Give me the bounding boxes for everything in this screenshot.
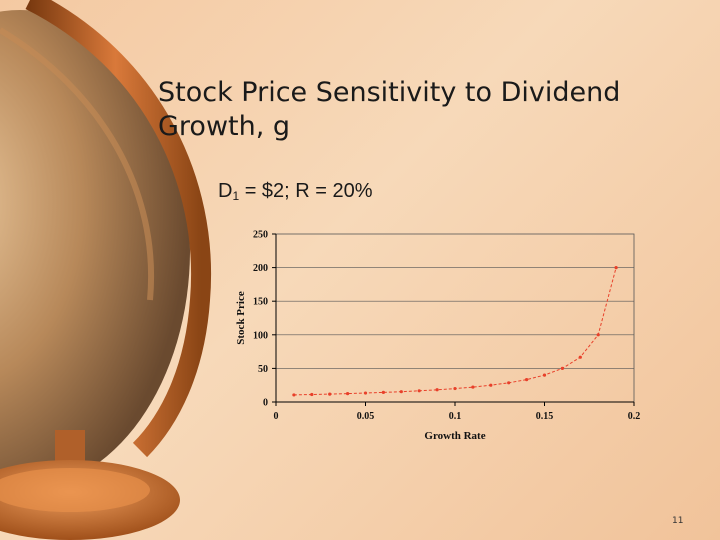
data-point bbox=[399, 390, 403, 394]
data-point bbox=[346, 392, 350, 396]
data-point bbox=[435, 388, 439, 392]
data-point bbox=[560, 366, 564, 370]
chart-subtitle: D1 = $2; R = 20% bbox=[218, 180, 373, 203]
data-point bbox=[596, 333, 600, 337]
series-line bbox=[293, 267, 617, 396]
data-point bbox=[471, 385, 475, 389]
subtitle-subscript: 1 bbox=[232, 189, 240, 203]
subtitle-rest: = $2; R = 20% bbox=[239, 180, 373, 202]
slide-title: Stock Price Sensitivity to Dividend Grow… bbox=[158, 77, 621, 142]
data-point bbox=[542, 373, 547, 377]
data-point bbox=[363, 391, 368, 395]
x-axis-label: Growth Rate bbox=[424, 430, 485, 442]
data-point bbox=[292, 393, 296, 397]
data-point bbox=[328, 392, 332, 396]
data-point bbox=[507, 381, 511, 385]
x-tick-label: 0.05 bbox=[357, 411, 375, 422]
data-point bbox=[310, 392, 314, 397]
y-tick-label: 100 bbox=[253, 330, 268, 341]
globe-decoration bbox=[0, 0, 211, 540]
page-number: 11 bbox=[672, 516, 684, 526]
y-tick-label: 250 bbox=[253, 230, 268, 241]
y-tick-label: 0 bbox=[263, 398, 268, 409]
data-point bbox=[417, 389, 421, 393]
x-tick-label: 0.2 bbox=[628, 411, 641, 422]
plot-area bbox=[275, 233, 635, 403]
stock-price-chart: 0 50 100 150 200 250 0 0.05 0.1 0.15 0.2 Growth Rat… bbox=[235, 230, 641, 443]
y-tick-label: 200 bbox=[253, 263, 268, 274]
data-point bbox=[453, 386, 457, 391]
data-point bbox=[614, 266, 618, 270]
data-point bbox=[578, 355, 582, 359]
x-tick-label: 0.15 bbox=[536, 411, 554, 422]
data-point bbox=[381, 390, 385, 394]
x-tick-label: 0.1 bbox=[449, 411, 462, 422]
subtitle-d: D bbox=[218, 180, 233, 202]
y-tick-label: 50 bbox=[258, 364, 268, 375]
x-tick-label: 0 bbox=[274, 411, 279, 422]
data-point bbox=[489, 383, 493, 387]
y-axis-label: Stock Price bbox=[235, 291, 247, 345]
y-tick-label: 150 bbox=[253, 297, 268, 308]
data-point bbox=[525, 378, 529, 382]
